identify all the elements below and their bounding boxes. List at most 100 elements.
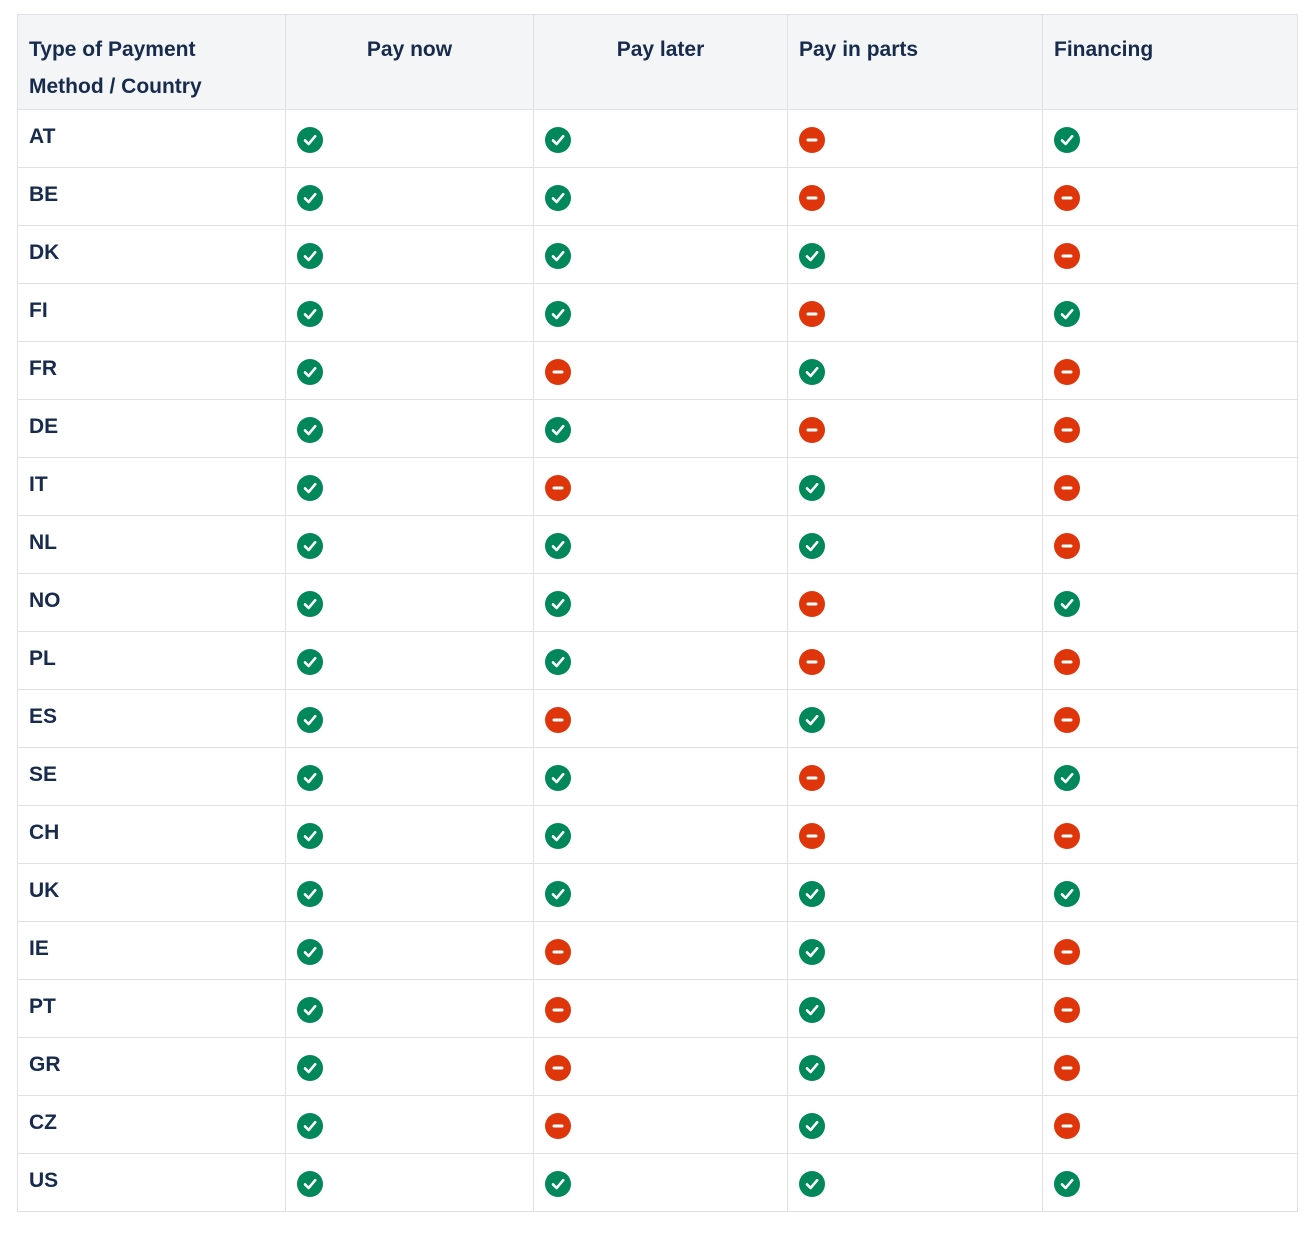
minus-circle-icon <box>545 1112 571 1139</box>
table-row: NO <box>17 573 1298 632</box>
cell-financing <box>1042 341 1298 400</box>
cell-pay-in-parts <box>787 747 1043 806</box>
minus-circle-icon <box>1054 706 1080 733</box>
check-circle-icon <box>297 1170 323 1197</box>
table-row: PL <box>17 631 1298 690</box>
check-circle-icon <box>799 996 825 1023</box>
cell-pay-in-parts <box>787 341 1043 400</box>
check-circle-icon <box>799 1112 825 1139</box>
table-header: Type of Payment Method / Country Pay now… <box>17 14 1298 110</box>
cell-pay-now <box>285 109 534 168</box>
cell-pay-in-parts <box>787 631 1043 690</box>
minus-circle-icon <box>799 764 825 791</box>
minus-circle-icon <box>1054 184 1080 211</box>
cell-financing <box>1042 1095 1298 1154</box>
check-circle-icon <box>297 474 323 501</box>
table-row: CH <box>17 805 1298 864</box>
cell-financing <box>1042 109 1298 168</box>
cell-pay-now <box>285 457 534 516</box>
cell-pay-now <box>285 515 534 574</box>
cell-financing <box>1042 225 1298 284</box>
country-code: PL <box>17 631 286 690</box>
check-circle-icon <box>297 532 323 559</box>
check-circle-icon <box>545 416 571 443</box>
check-circle-icon <box>545 764 571 791</box>
check-circle-icon <box>297 706 323 733</box>
cell-pay-later <box>533 979 788 1038</box>
table-row: DE <box>17 399 1298 458</box>
cell-pay-now <box>285 573 534 632</box>
cell-pay-in-parts <box>787 167 1043 226</box>
table-row: FR <box>17 341 1298 400</box>
minus-circle-icon <box>799 590 825 617</box>
cell-pay-later <box>533 515 788 574</box>
minus-circle-icon <box>1054 532 1080 559</box>
check-circle-icon <box>799 532 825 559</box>
cell-pay-now <box>285 1153 534 1212</box>
minus-circle-icon <box>1054 358 1080 385</box>
country-code: NO <box>17 573 286 632</box>
cell-pay-later <box>533 921 788 980</box>
check-circle-icon <box>545 242 571 269</box>
cell-pay-later <box>533 863 788 922</box>
table-row: IT <box>17 457 1298 516</box>
payment-methods-table: Type of Payment Method / Country Pay now… <box>17 14 1298 1212</box>
table-row: GR <box>17 1037 1298 1096</box>
minus-circle-icon <box>1054 938 1080 965</box>
header-pay-now: Pay now <box>285 14 534 110</box>
cell-financing <box>1042 805 1298 864</box>
check-circle-icon <box>297 822 323 849</box>
cell-financing <box>1042 1153 1298 1212</box>
country-code: IT <box>17 457 286 516</box>
country-code: CH <box>17 805 286 864</box>
cell-financing <box>1042 1037 1298 1096</box>
cell-pay-now <box>285 341 534 400</box>
country-code: FI <box>17 283 286 342</box>
table-row: AT <box>17 109 1298 168</box>
cell-financing <box>1042 689 1298 748</box>
cell-financing <box>1042 515 1298 574</box>
country-code: CZ <box>17 1095 286 1154</box>
check-circle-icon <box>545 184 571 211</box>
cell-pay-later <box>533 1095 788 1154</box>
cell-financing <box>1042 573 1298 632</box>
cell-pay-in-parts <box>787 863 1043 922</box>
table-row: NL <box>17 515 1298 574</box>
minus-circle-icon <box>1054 648 1080 675</box>
cell-pay-now <box>285 283 534 342</box>
check-circle-icon <box>545 648 571 675</box>
cell-pay-later <box>533 109 788 168</box>
cell-financing <box>1042 631 1298 690</box>
check-circle-icon <box>1054 880 1080 907</box>
header-pay-in-parts: Pay in parts <box>787 14 1043 110</box>
cell-pay-in-parts <box>787 109 1043 168</box>
minus-circle-icon <box>799 126 825 153</box>
cell-pay-later <box>533 283 788 342</box>
cell-pay-in-parts <box>787 1037 1043 1096</box>
minus-circle-icon <box>545 358 571 385</box>
country-code: FR <box>17 341 286 400</box>
table-row: CZ <box>17 1095 1298 1154</box>
cell-pay-in-parts <box>787 689 1043 748</box>
cell-financing <box>1042 167 1298 226</box>
header-row: Type of Payment Method / Country Pay now… <box>17 14 1298 110</box>
cell-pay-later <box>533 689 788 748</box>
table-body: AT BE DK FI FR DE IT NL NO PL ES SE CH UK IE PT GR CZ US <box>17 109 1298 1212</box>
check-circle-icon <box>297 300 323 327</box>
minus-circle-icon <box>799 822 825 849</box>
cell-pay-now <box>285 921 534 980</box>
cell-pay-now <box>285 225 534 284</box>
check-circle-icon <box>545 532 571 559</box>
minus-circle-icon <box>545 996 571 1023</box>
check-circle-icon <box>545 126 571 153</box>
cell-pay-now <box>285 399 534 458</box>
country-code: BE <box>17 167 286 226</box>
check-circle-icon <box>297 590 323 617</box>
cell-pay-later <box>533 1153 788 1212</box>
table-row: ES <box>17 689 1298 748</box>
cell-pay-later <box>533 573 788 632</box>
cell-pay-in-parts <box>787 979 1043 1038</box>
cell-pay-now <box>285 747 534 806</box>
country-code: IE <box>17 921 286 980</box>
check-circle-icon <box>545 590 571 617</box>
